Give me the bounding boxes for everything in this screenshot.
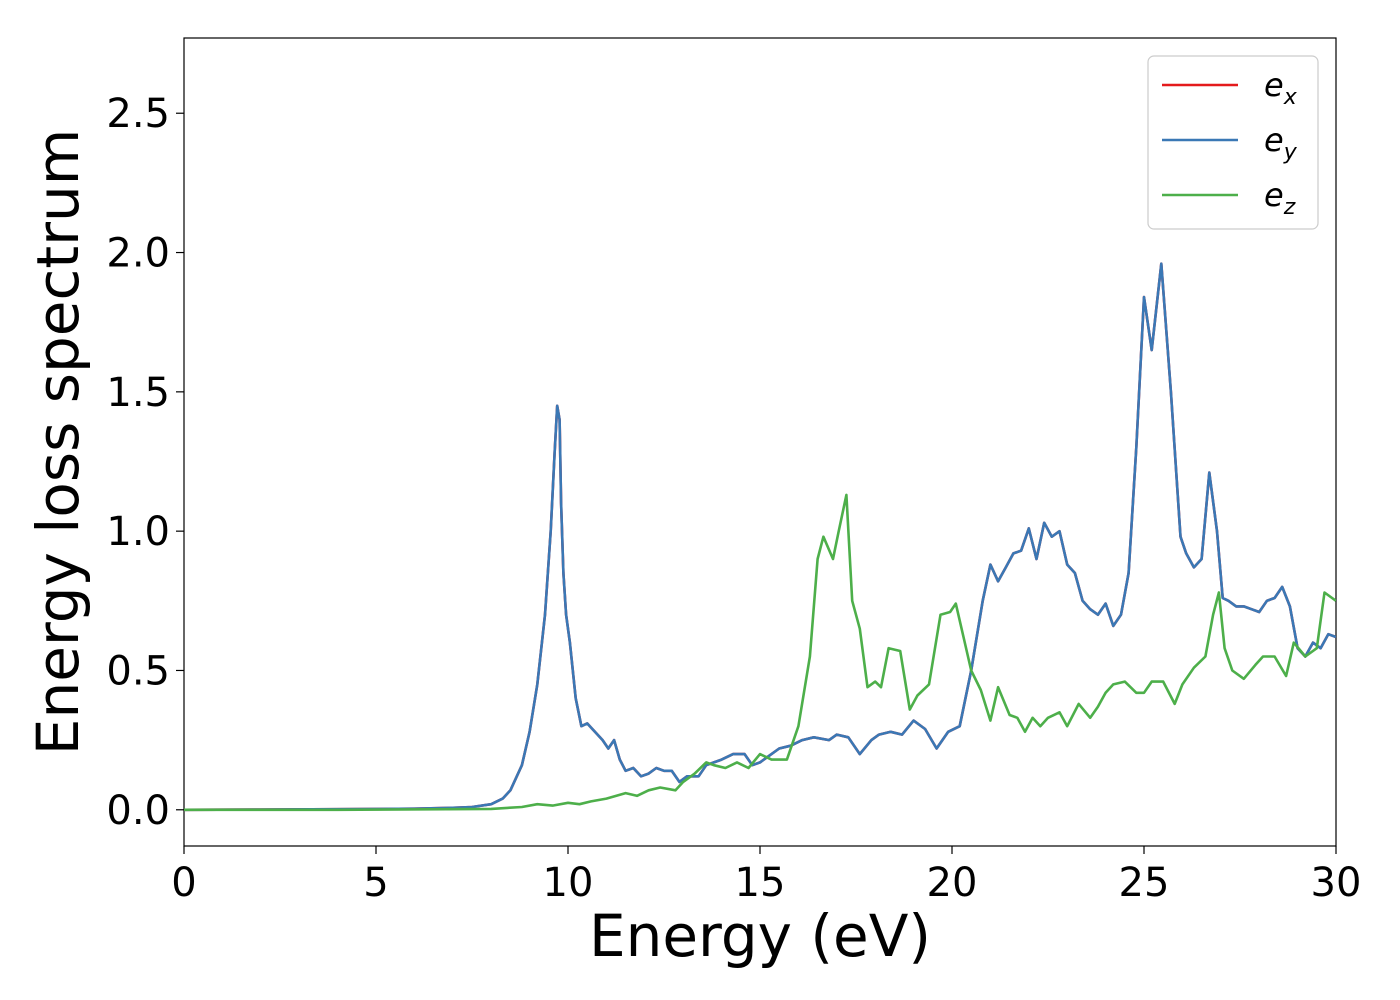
y-axis-label: Energy loss spectrum: [24, 129, 92, 755]
x-tick-label: 5: [363, 860, 388, 906]
legend-label-ez: ez: [1264, 176, 1296, 220]
x-tick-label: 15: [735, 860, 786, 906]
y-axis: 0.0 0.5 1.0 1.5 2.0 2.5: [106, 91, 184, 834]
y-tick-label: 2.0: [106, 231, 170, 277]
legend-label-ex: ex: [1264, 66, 1298, 110]
y-tick-label: 2.5: [106, 91, 170, 137]
legend-label-ey: ey: [1264, 121, 1298, 165]
legend: ex ey ez: [1147, 55, 1319, 230]
x-tick-label: 20: [927, 860, 978, 906]
x-tick-label: 30: [1311, 860, 1362, 906]
y-tick-label: 0.5: [106, 648, 170, 694]
y-tick-label: 1.5: [106, 370, 170, 416]
series-line-ez: [184, 493, 1336, 812]
x-axis-label: Energy (eV): [589, 902, 931, 970]
x-tick-label: 10: [543, 860, 594, 906]
y-tick-label: 0.0: [106, 788, 170, 834]
series-line-ey: [184, 262, 1336, 812]
series-group: [184, 262, 1336, 812]
x-tick-label: 0: [171, 860, 196, 906]
y-tick-label: 1.0: [106, 509, 170, 555]
legend-box: [1147, 55, 1319, 230]
x-axis: 0 5 10 15 20 25 30: [171, 846, 1361, 906]
plot-area: [183, 37, 1337, 847]
x-tick-label: 25: [1119, 860, 1170, 906]
